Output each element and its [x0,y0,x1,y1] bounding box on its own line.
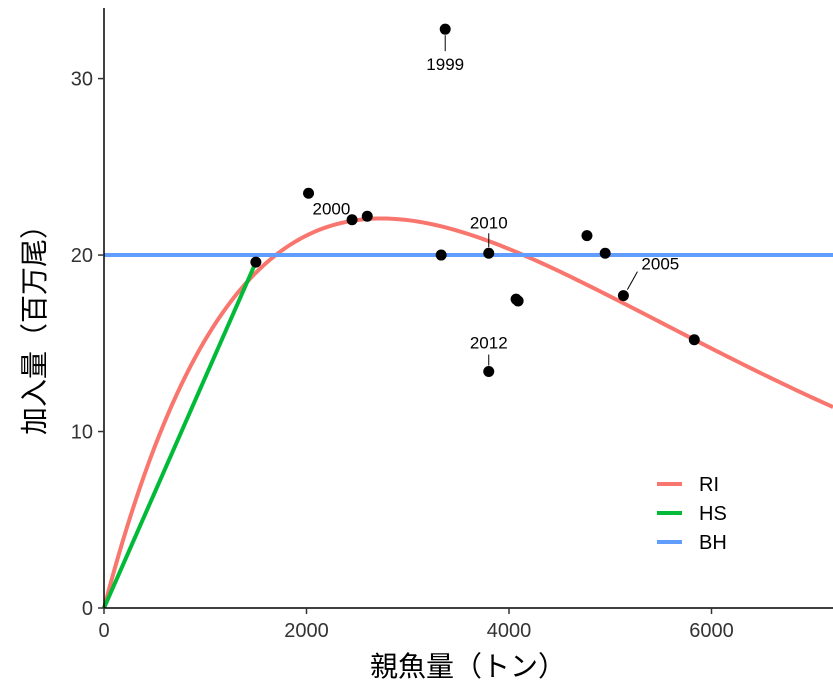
data-point [250,256,262,268]
x-tick-label: 4000 [487,620,532,642]
point-label-leader [626,271,638,290]
x-tick-label: 2000 [284,620,329,642]
data-point [688,334,700,346]
data-point [483,247,495,259]
point-label: 2012 [470,334,508,353]
plot-area: 1999 2000 2010 2012 2005 [102,23,833,609]
x-tick-label: 6000 [689,620,734,642]
legend-label-bh: BH [699,532,727,554]
legend-label-hs: HS [699,503,727,525]
data-point [435,249,447,261]
point-label: 2000 [313,199,351,218]
y-tick-label: 30 [71,69,93,91]
point-label: 2010 [470,213,508,232]
y-axis-title: 加入量（百万尾） [18,211,51,435]
data-point [439,23,451,35]
series-hs-line [102,261,258,609]
point-label: 2005 [641,255,679,274]
data-point [361,210,373,222]
data-point [581,230,593,242]
legend-label-ri: RI [699,474,719,496]
data-point [617,290,629,302]
data-point [483,366,495,378]
data-point [599,247,611,259]
series-ri-line [102,216,833,609]
x-tick-label: 0 [98,620,109,642]
y-tick-label: 0 [82,598,93,620]
data-point [512,295,524,307]
y-tick-label: 20 [71,245,93,267]
data-point [346,214,358,226]
y-tick-label: 10 [71,422,93,444]
data-point [303,187,315,199]
x-axis-title: 親魚量（トン） [370,650,566,683]
point-label: 1999 [426,55,464,74]
axes: 0 2000 4000 6000 0 10 20 30 [71,8,833,642]
legend: RI HS BH [657,474,727,554]
